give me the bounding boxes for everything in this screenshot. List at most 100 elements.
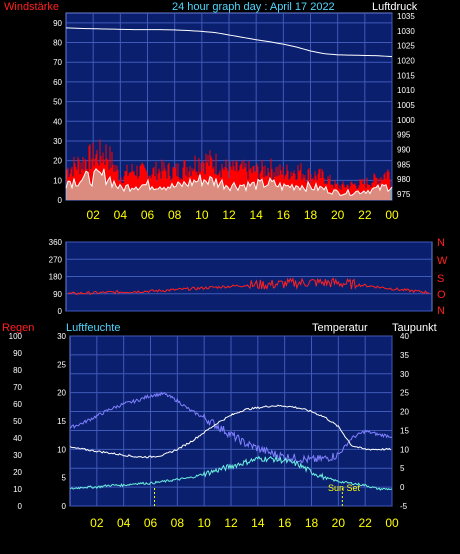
- time-tick-label: 14: [249, 208, 263, 222]
- rain-tick-label: 70: [13, 383, 22, 392]
- time-tick-label: 10: [197, 516, 211, 530]
- time-tick-label: 08: [168, 208, 182, 222]
- time-tick-label: 08: [171, 516, 185, 530]
- rain-tick-label: 90: [13, 349, 22, 358]
- time-tick-label: 10: [195, 208, 209, 222]
- pressure-tick-label: 1015: [397, 71, 415, 80]
- rain-tick-label: 80: [13, 366, 22, 375]
- time-tick-label: 12: [222, 208, 236, 222]
- pressure-y-tick-labels: 975 980 985 990 995 1000 1005 1010 1015 1020 1025 1…: [397, 12, 415, 199]
- humidity-tick-label: 15: [57, 417, 66, 426]
- rain-tick-label: 20: [13, 468, 22, 477]
- time-tick-label: 20: [331, 208, 345, 222]
- time-tick-label: 22: [358, 208, 372, 222]
- time-tick-label: 16: [278, 516, 292, 530]
- wind-series: [65, 27, 393, 200]
- temp-tick-label: -5: [400, 502, 408, 511]
- pressure-tick-label: 985: [397, 160, 411, 169]
- temp-series: [69, 391, 393, 506]
- rain-axis-label: Regen: [2, 322, 34, 334]
- direction-tick-label: 360: [49, 238, 63, 247]
- pressure-tick-label: 1035: [397, 12, 415, 21]
- wind-avg-area: [66, 168, 392, 200]
- temp-x-tick-labels: 02 04 06 08 10 12 14 16 18 20 22 00: [90, 516, 399, 530]
- pressure-tick-label: 1030: [397, 27, 415, 36]
- wind-tick-label: 50: [53, 98, 62, 107]
- humidity-line: [69, 391, 393, 464]
- time-tick-label: 18: [304, 208, 318, 222]
- humidity-axis-label: Luftfeuchte: [66, 322, 120, 334]
- pressure-tick-label: 1010: [397, 86, 415, 95]
- compass-label: N: [437, 305, 445, 317]
- wind-tick-label: 30: [53, 137, 62, 146]
- pressure-line: [65, 27, 393, 58]
- humidity-tick-label: 25: [57, 360, 66, 369]
- pressure-tick-label: 975: [397, 190, 411, 199]
- sunset-annotation: Sun Set: [328, 483, 361, 493]
- wind-x-tick-labels: 02 04 06 08 10 12 14 16 18 20 22 00: [86, 208, 399, 222]
- rain-tick-label: 40: [13, 434, 22, 443]
- time-tick-label: 16: [277, 208, 291, 222]
- direction-y-tick-labels: 0 90 180 270 360: [49, 238, 63, 316]
- temp-tick-label: 30: [400, 370, 409, 379]
- direction-series: [67, 277, 430, 296]
- pressure-tick-label: 1005: [397, 101, 415, 110]
- time-tick-label: 06: [144, 516, 158, 530]
- temp-tick-label: 10: [400, 445, 409, 454]
- rain-tick-label: 10: [13, 485, 22, 494]
- wind-avg-line: [65, 168, 393, 196]
- pressure-tick-label: 995: [397, 131, 411, 140]
- compass-label: N: [437, 237, 445, 249]
- wind-tick-label: 60: [53, 78, 62, 87]
- rain-tick-label: 50: [13, 417, 22, 426]
- time-tick-label: 04: [114, 208, 128, 222]
- wind-tick-label: 10: [53, 176, 62, 185]
- direction-grid: [66, 241, 432, 312]
- rain-tick-label: 0: [18, 502, 23, 511]
- pressure-tick-label: 980: [397, 175, 411, 184]
- direction-tick-label: 270: [49, 255, 63, 264]
- direction-tick-label: 0: [58, 307, 63, 316]
- pressure-axis-label: Luftdruck: [372, 1, 418, 13]
- wind-axis-label: Windstärke: [4, 1, 59, 13]
- time-tick-label: 06: [141, 208, 155, 222]
- wind-tick-label: 80: [53, 39, 62, 48]
- time-tick-label: 18: [305, 516, 319, 530]
- temp-tick-label: 0: [400, 483, 405, 492]
- time-tick-label: 20: [332, 516, 346, 530]
- humidity-tick-label: 20: [57, 389, 66, 398]
- rain-y-tick-labels: 0 10 20 30 40 50 60 70 80 90 100: [9, 332, 23, 511]
- rain-tick-label: 60: [13, 400, 22, 409]
- time-tick-label: 14: [251, 516, 265, 530]
- direction-tick-label: 180: [49, 273, 63, 282]
- humidity-y-tick-labels: 0 5 10 15 20 25 30: [57, 332, 66, 511]
- temp-tick-label: 35: [400, 351, 409, 360]
- temperature-line: [69, 404, 392, 459]
- time-tick-label: 00: [385, 208, 399, 222]
- time-tick-label: 04: [117, 516, 131, 530]
- humidity-tick-label: 10: [57, 445, 66, 454]
- direction-line: [67, 277, 430, 296]
- humidity-tick-label: 0: [62, 502, 67, 511]
- temp-tick-label: 5: [400, 464, 405, 473]
- time-tick-label: 00: [385, 516, 399, 530]
- time-tick-label: 02: [90, 516, 104, 530]
- temp-tick-label: 15: [400, 426, 409, 435]
- dewpoint-line: [69, 454, 393, 491]
- direction-tick-label: 90: [53, 290, 62, 299]
- wind-tick-label: 40: [53, 117, 62, 126]
- rain-tick-label: 100: [9, 332, 23, 341]
- wind-y-tick-labels: 0 10 20 30 40 50 60 70 80 90: [53, 19, 62, 205]
- wind-tick-label: 70: [53, 58, 62, 67]
- temp-tick-label: 25: [400, 389, 409, 398]
- humidity-tick-label: 30: [57, 332, 66, 341]
- wind-tick-label: 0: [58, 196, 63, 205]
- temp-tick-label: 20: [400, 408, 409, 417]
- compass-label: O: [437, 289, 446, 301]
- pressure-tick-label: 1025: [397, 42, 415, 51]
- chart-title: 24 hour graph day : April 17 2022: [172, 1, 335, 13]
- rain-tick-label: 30: [13, 451, 22, 460]
- pressure-tick-label: 990: [397, 146, 411, 155]
